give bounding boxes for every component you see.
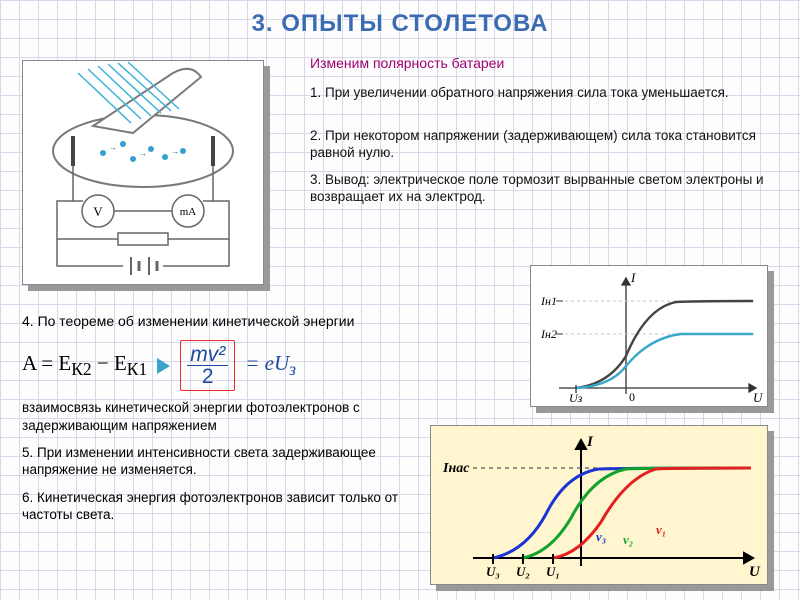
formula-k1: К1 bbox=[127, 359, 147, 379]
caption-1a: взаимосвязь кинетической энергии фотоэле… bbox=[22, 400, 360, 417]
chart2-U2: U₂ bbox=[516, 564, 530, 579]
formula-rhs: = eU bbox=[245, 351, 289, 375]
point-4: 4. По теореме об изменении кинетической … bbox=[22, 313, 354, 329]
frac-num: mv² bbox=[187, 344, 228, 366]
svg-text:→: → bbox=[109, 143, 117, 152]
chart2-U1: U₁ bbox=[546, 564, 560, 579]
chart1-I: I bbox=[630, 270, 636, 285]
formula-sub3: з bbox=[289, 359, 296, 379]
chart2-v3: ν₃ bbox=[596, 529, 606, 544]
chart1-Uz: Uз bbox=[569, 391, 583, 405]
voltmeter-label: V bbox=[93, 204, 103, 219]
formula-k2: К2 bbox=[71, 359, 91, 379]
caption-1b: задерживающим напряжением bbox=[22, 418, 217, 435]
point-5: 5. При изменении интенсивности света зад… bbox=[22, 445, 412, 479]
chart1-svg: I U Uз 0 Iн1 Iн2 bbox=[531, 266, 769, 408]
chart2-svg: I Iнас U U₃ U₂ U₁ ν₃ ν₂ ν₁ bbox=[431, 426, 769, 586]
chart2-Inas: Iнас bbox=[442, 461, 470, 476]
svg-text:→: → bbox=[139, 149, 147, 158]
svg-text:→: → bbox=[171, 147, 179, 156]
formula: A = EК2 − EК1 mv² 2 = eUз bbox=[22, 340, 296, 391]
chart1-In2: Iн2 bbox=[540, 327, 557, 341]
chart1-zero: 0 bbox=[629, 390, 635, 404]
para-3: 3. Вывод: электрическое поле тормозит вы… bbox=[310, 172, 770, 206]
chart-iu-freq: I Iнас U U₃ U₂ U₁ ν₃ ν₂ ν₁ bbox=[430, 425, 768, 585]
chart1-U: U bbox=[753, 390, 764, 405]
formula-fraction: mv² 2 bbox=[180, 340, 235, 391]
chart2-I: I bbox=[586, 434, 594, 450]
para-1: 1. При увеличении обратного напряжения с… bbox=[310, 85, 770, 102]
chart2-U3: U₃ bbox=[486, 564, 500, 579]
arrow-icon bbox=[157, 358, 170, 374]
chart2-v2: ν₂ bbox=[623, 532, 633, 547]
ammeter-label: mA bbox=[180, 206, 197, 218]
chart-iu-double: I U Uз 0 Iн1 Iн2 bbox=[530, 265, 768, 407]
point-6: 6. Кинетическая энергия фотоэлектронов з… bbox=[22, 490, 412, 524]
chart2-U: U bbox=[749, 564, 761, 580]
frac-den: 2 bbox=[202, 366, 214, 387]
chart2-v1: ν₁ bbox=[656, 522, 666, 537]
formula-minus: − E bbox=[92, 351, 127, 375]
main-title: 3. ОПЫТЫ СТОЛЕТОВА bbox=[0, 10, 800, 38]
chart1-In1: Iн1 bbox=[540, 294, 557, 308]
subtitle: Изменим полярность батареи bbox=[310, 55, 504, 71]
para-2: 2. При некотором напряжении (задерживающ… bbox=[310, 128, 770, 162]
formula-A: A = E bbox=[22, 351, 71, 375]
diagram-svg: → → → V mA bbox=[23, 61, 265, 286]
experiment-diagram: → → → V mA bbox=[22, 60, 264, 285]
